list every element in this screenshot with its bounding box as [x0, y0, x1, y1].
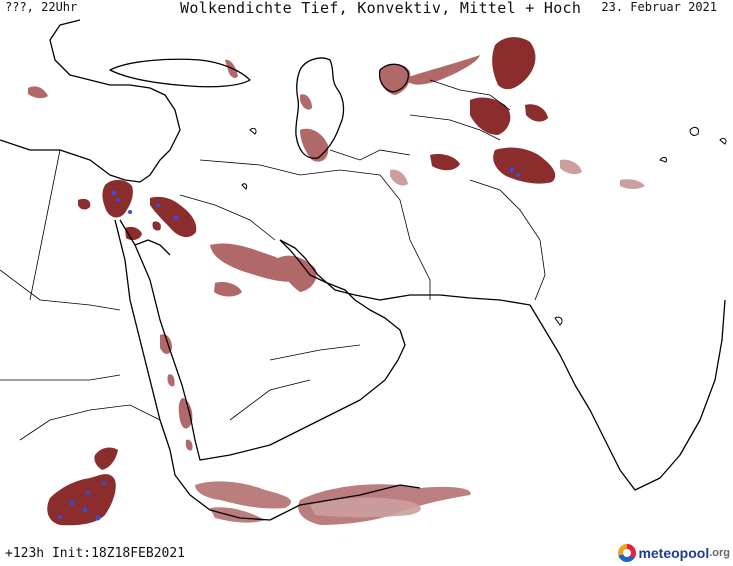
country-borders	[0, 79, 546, 441]
brand-name: meteopool	[638, 545, 710, 561]
coastline-outlines	[0, 19, 726, 521]
islands-and-lakes	[241, 126, 727, 326]
cloud-density-map	[0, 19, 727, 526]
cloud-cover-layer	[28, 37, 645, 526]
map-title: Wolkendichte Tief, Konvektiv, Mittel + H…	[180, 0, 582, 17]
forecast-date: 23. Februar 2021	[601, 0, 717, 14]
brand-tld: .org	[709, 547, 730, 559]
meteopool-logo-icon	[618, 544, 637, 562]
valid-time-label: ???, 22Uhr	[5, 0, 78, 14]
meteopool-logo[interactable]: meteopool .org	[618, 542, 730, 564]
run-info-label: +123h Init:18Z18FEB2021	[5, 546, 186, 561]
